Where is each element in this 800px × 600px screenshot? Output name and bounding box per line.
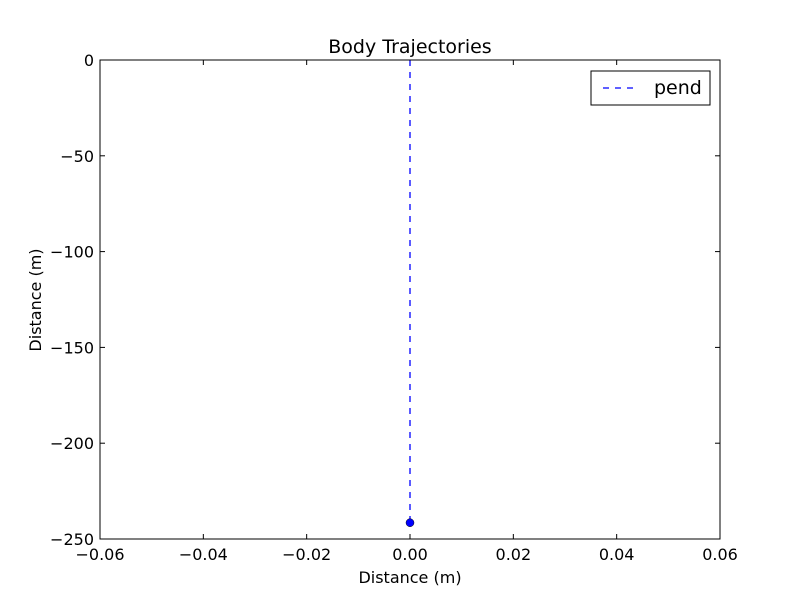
legend: pend bbox=[590, 70, 711, 106]
y-tick-label: −50 bbox=[60, 147, 94, 166]
x-tick-label: 0.00 bbox=[392, 545, 428, 564]
plot-area bbox=[100, 60, 720, 539]
legend-label-pend: pend bbox=[654, 77, 702, 99]
legend-box bbox=[590, 70, 711, 106]
x-tick-label: 0.02 bbox=[496, 545, 532, 564]
y-axis-label: Distance (m) bbox=[26, 248, 45, 351]
y-axis-ticks: 0 −50 −100 −150 −200 −250 bbox=[50, 51, 720, 549]
y-tick-label: −200 bbox=[50, 434, 94, 453]
x-tick-label: −0.02 bbox=[282, 545, 331, 564]
series-end-marker-pend bbox=[405, 518, 415, 527]
y-tick-label: 0 bbox=[84, 51, 94, 70]
series-layer bbox=[405, 60, 415, 527]
x-axis-ticks: −0.06 −0.04 −0.02 0.00 0.02 0.04 0.06 bbox=[75, 60, 738, 564]
y-tick-label: −250 bbox=[50, 530, 94, 549]
x-tick-label: −0.04 bbox=[179, 545, 228, 564]
plot-frame bbox=[99, 59, 721, 540]
x-tick-label: 0.06 bbox=[702, 545, 738, 564]
x-axis-label: Distance (m) bbox=[358, 568, 461, 587]
y-tick-label: −150 bbox=[50, 338, 94, 357]
x-tick-label: −0.06 bbox=[75, 545, 124, 564]
y-tick-label: −100 bbox=[50, 243, 94, 262]
x-tick-label: 0.04 bbox=[599, 545, 635, 564]
chart-title: Body Trajectories bbox=[328, 36, 491, 58]
